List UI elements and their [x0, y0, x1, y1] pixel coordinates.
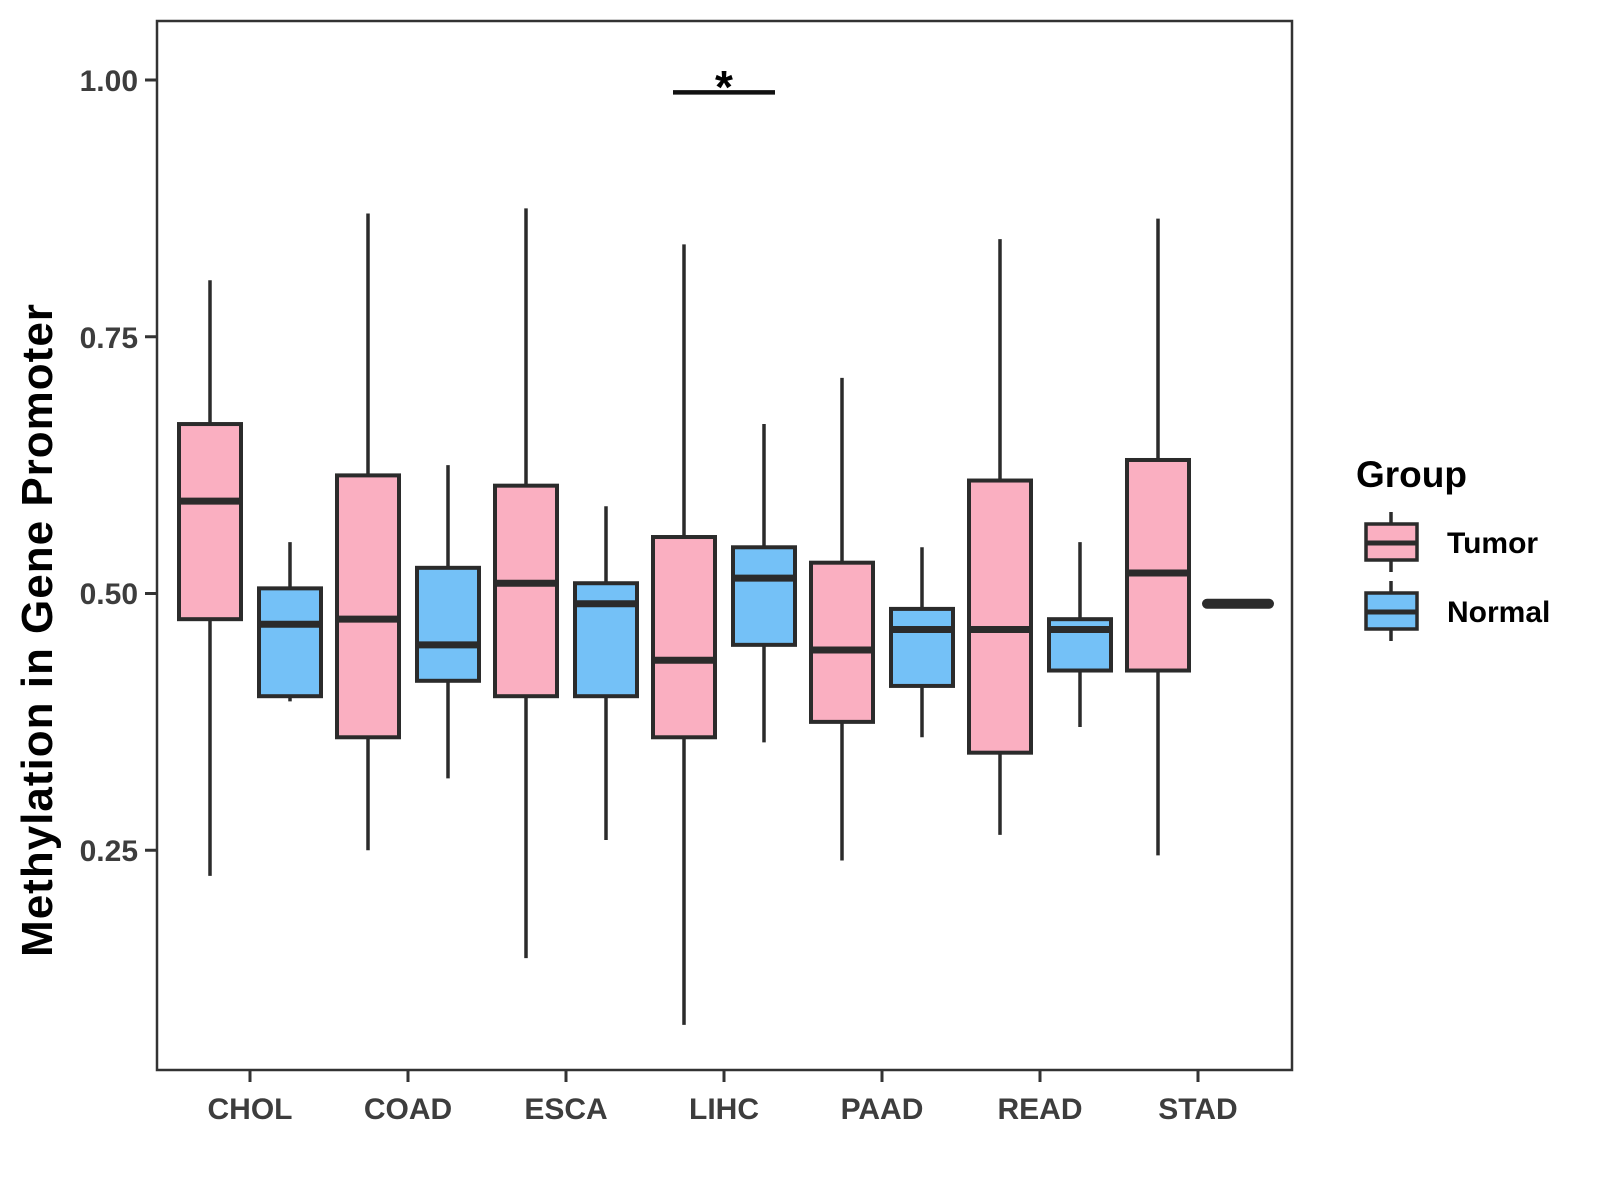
y-tick-label-0.25: 0.25	[80, 835, 138, 868]
box-tumor-lihc	[651, 535, 717, 740]
box-normal-lihc	[731, 545, 797, 647]
significance-asterisk: *	[715, 61, 733, 113]
x-tick-label-chol: CHOL	[208, 1093, 293, 1126]
box-tumor-stad	[1125, 457, 1191, 673]
box-normal-esca	[573, 581, 639, 699]
x-tick-label-lihc: LIHC	[689, 1093, 759, 1126]
panel-border	[155, 19, 1294, 1072]
y-tick-label-0.75: 0.75	[80, 322, 138, 355]
chart-geometry	[145, 19, 1419, 1082]
box-tumor-esca	[493, 483, 559, 699]
legend-title: Group	[1356, 454, 1467, 495]
box-normal-paad	[889, 606, 955, 688]
y-axis-title: Methylation in Gene Promoter	[13, 303, 62, 957]
x-tick-label-stad: STAD	[1158, 1093, 1237, 1126]
box-tumor-paad	[809, 560, 875, 724]
x-tick-label-esca: ESCA	[524, 1093, 607, 1126]
box-normal-chol	[257, 586, 323, 699]
box-tumor-coad	[335, 473, 401, 740]
box-tumor-chol	[177, 422, 243, 622]
x-tick-label-coad: COAD	[364, 1093, 452, 1126]
y-tick-label-0.50: 0.50	[80, 578, 138, 611]
x-tick-label-paad: PAAD	[841, 1093, 924, 1126]
x-tick-label-read: READ	[997, 1093, 1082, 1126]
box-normal-coad	[415, 565, 481, 683]
box-tumor-read	[967, 478, 1033, 755]
y-tick-label-1.00: 1.00	[80, 65, 138, 98]
legend-label-tumor: Tumor	[1447, 527, 1538, 560]
legend-label-normal: Normal	[1447, 596, 1550, 629]
